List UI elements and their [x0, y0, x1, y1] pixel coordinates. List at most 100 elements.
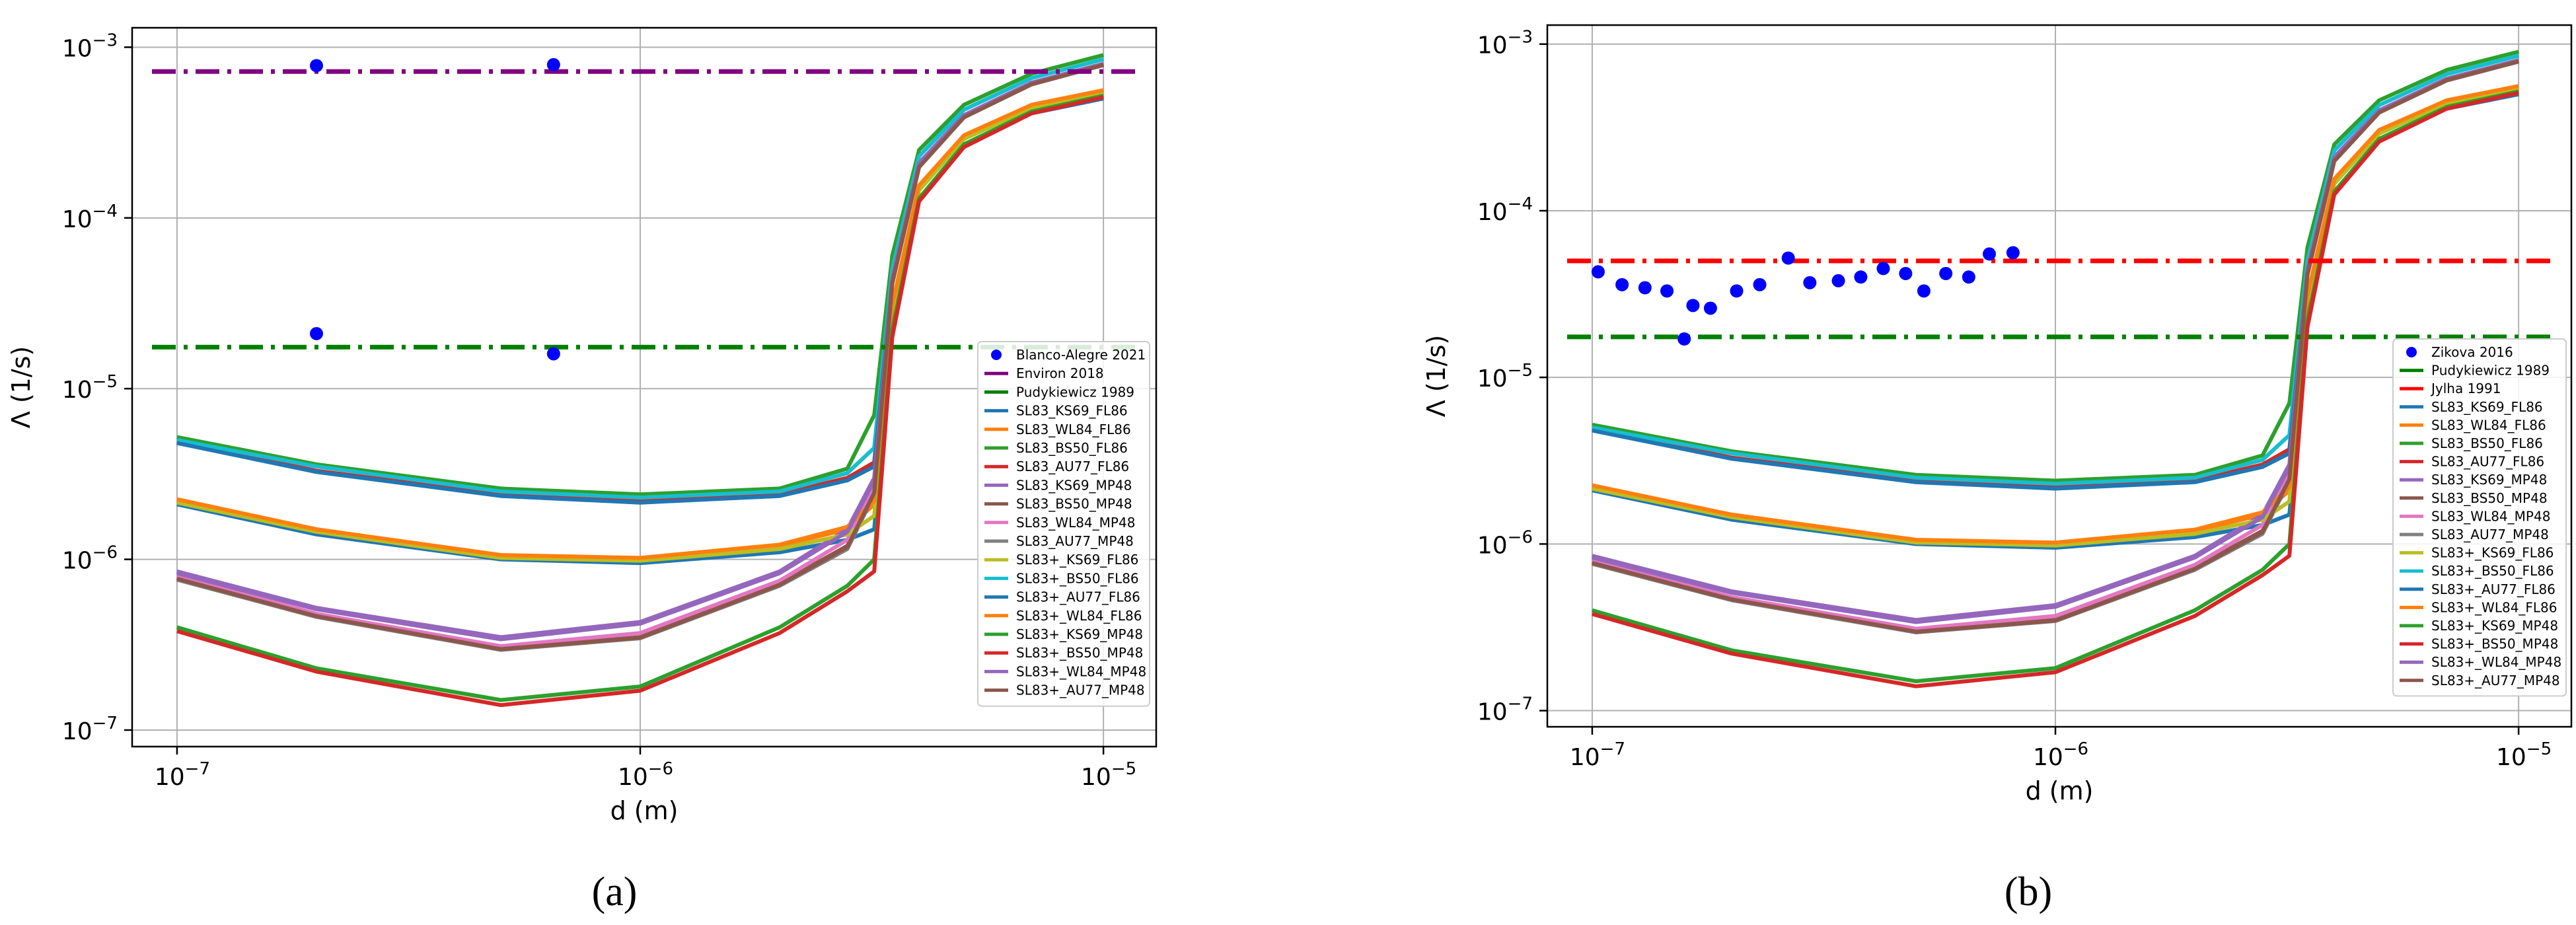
legend-entry-sl83-ks69-fl86: SL83_KS69_FL86	[1016, 403, 1128, 419]
legend-box	[977, 341, 1150, 707]
legend-entry-sl83-wl84-fl86: SL83+_WL84_FL86	[2431, 599, 2558, 615]
series-line-sl83-ks69-mp48	[1592, 89, 2519, 684]
data-point	[1686, 299, 1700, 313]
scatter-points	[309, 57, 560, 361]
legend-entry-sl83-ks69-fl86: SL83_KS69_FL86	[2431, 399, 2543, 415]
data-point	[546, 57, 560, 71]
legend-entry-sl83-wl84-fl86: SL83_WL84_FL86	[2431, 417, 2546, 433]
data-point	[1854, 270, 1868, 284]
data-point	[309, 59, 323, 73]
series-line-sl83-bs50-fl86	[176, 57, 1104, 500]
legend: Blanco-Alegre 2021 Environ 2018 Pudykiewic…	[977, 341, 1150, 707]
legend-entry-sl83-ks69-mp48: SL83_KS69_MP48	[1016, 477, 1132, 493]
data-point	[546, 347, 560, 361]
legend-entry-sl83-bs50-fl86: SL83_BS50_FL86	[1016, 440, 1128, 456]
legend-entry-sl83-au77-mp48: SL83+_AU77_MP48	[2431, 673, 2560, 688]
x-tick-label: 10−6	[2033, 739, 2088, 771]
y-tick-label: 10−6	[1477, 527, 1533, 559]
legend-entry-sl83-au77-fl86: SL83+_AU77_FL86	[1016, 589, 1140, 605]
series-lines	[152, 53, 1136, 708]
y-tick-label: 10−4	[62, 202, 118, 233]
legend-entry-sl83-wl84-fl86: SL83_WL84_FL86	[1016, 422, 1131, 437]
panel-label: (a)	[592, 870, 638, 914]
legend-entry-sl83-bs50-mp48: SL83_BS50_MP48	[1016, 496, 1132, 512]
legend-entry-sl83-bs50-mp48: SL83+_BS50_MP48	[2431, 636, 2558, 652]
legend-entry-sl83-bs50-mp48: SL83+_BS50_MP48	[1016, 645, 1143, 661]
chart-panel-a: 10−7 10−6 10−5 10−7 10−6 10−5 10−4 10−3 d (m) Λ (…	[7, 26, 1158, 914]
x-tick-label: 10−7	[1570, 739, 1625, 771]
series-lines	[1567, 50, 2552, 688]
series-line-sl83-ks69-fl86	[1592, 87, 2519, 548]
data-point	[1831, 274, 1845, 287]
y-tick-label: 10−5	[1477, 361, 1533, 392]
legend-marker	[991, 350, 1002, 360]
data-point	[1753, 278, 1767, 291]
series-line-sl83-au77-mp48	[1592, 59, 2519, 634]
legend-entry-sl83-wl84-mp48: SL83_WL84_MP48	[1016, 515, 1135, 531]
legend-entry-jylha-1991: Jylha 1991	[2430, 381, 2501, 396]
series-line-sl83-ks69-fl86	[176, 91, 1104, 563]
legend-entry-sl83-bs50-fl86: SL83+_BS50_FL86	[2431, 563, 2554, 579]
legend-entry-sl83-au77-mp48: SL83+_AU77_MP48	[1016, 683, 1145, 698]
legend-entry-sl83-au77-mp48: SL83_AU77_MP48	[1016, 533, 1134, 549]
legend-entry-pudykiewicz-1989: Pudykiewicz 1989	[2431, 363, 2550, 379]
data-point	[309, 326, 323, 340]
legend-entry-blanco-alegre-2021: Blanco-Alegre 2021	[1016, 347, 1146, 363]
data-point	[1803, 276, 1817, 289]
series-line-sl83-bs50-mp48	[176, 95, 1104, 708]
panel-label: (b)	[2005, 870, 2052, 914]
legend-entry-sl83-wl84-fl86: SL83+_WL84_FL86	[1016, 608, 1142, 624]
data-point	[2006, 246, 2020, 260]
series-line-sl83-bs50-mp48	[1592, 91, 2519, 688]
scatter-points	[1591, 246, 2020, 346]
legend-entry-sl83-au77-fl86: SL83_AU77_FL86	[1016, 459, 1129, 474]
series-line-sl83-bs50-fl86	[176, 53, 1104, 497]
y-tick-label: 10−7	[62, 714, 118, 745]
data-point	[1983, 247, 1997, 261]
data-point	[1939, 266, 1953, 280]
data-point	[1660, 284, 1674, 298]
axes-frame	[131, 26, 1158, 748]
legend-entry-sl83-wl84-mp48: SL83+_WL84_MP48	[2431, 654, 2561, 670]
data-point	[1899, 266, 1913, 280]
series-line-sl83-wl84-fl86	[176, 88, 1104, 560]
legend-entry-sl83-ks69-mp48: SL83_KS69_MP48	[2431, 472, 2547, 488]
legend-entry-sl83-ks69-mp48: SL83+_KS69_MP48	[2431, 618, 2558, 634]
x-tick-label: 10−7	[155, 759, 210, 791]
data-point	[1677, 332, 1691, 346]
x-tick-label: 10−6	[618, 759, 673, 791]
series-line-sl83-au77-mp48	[176, 63, 1104, 651]
legend-entry-zikova-2016: Zikova 2016	[2431, 344, 2513, 360]
data-point	[1730, 284, 1744, 298]
legend-entry-sl83-au77-fl86: SL83_AU77_FL86	[2431, 454, 2544, 470]
legend-entry-sl83-ks69-fl86: SL83+_KS69_FL86	[2431, 545, 2554, 561]
legend-marker	[2406, 347, 2417, 357]
legend-box	[2392, 338, 2567, 697]
data-point	[1962, 270, 1975, 284]
legend-entry-sl83-wl84-mp48: SL83+_WL84_MP48	[1016, 663, 1146, 679]
chart-panel-b: 10−7 10−6 10−5 10−7 10−6 10−5 10−4 10−3 d (m) Λ (…	[1422, 24, 2573, 914]
legend-entry-sl83-bs50-mp48: SL83_BS50_MP48	[2431, 490, 2548, 506]
x-tick-label: 10−5	[2496, 739, 2552, 771]
data-point	[1876, 262, 1890, 276]
series-line-sl83-ks69-mp48	[176, 93, 1104, 702]
data-point	[1615, 278, 1629, 291]
data-point	[1917, 284, 1931, 298]
x-axis-label: d (m)	[2026, 776, 2094, 805]
legend-entry-pudykiewicz-1989: Pudykiewicz 1989	[1016, 384, 1134, 400]
legend: Zikova 2016 Pudykiewicz 1989 Jylha 1991 SL8…	[2392, 338, 2567, 697]
y-tick-label: 10−5	[62, 372, 118, 404]
legend-entry-sl83-bs50-fl86: SL83+_BS50_FL86	[1016, 570, 1139, 586]
legend-entry-sl83-au77-fl86: SL83+_AU77_FL86	[2431, 581, 2556, 597]
legend-entry-sl83-wl84-mp48: SL83_WL84_MP48	[2431, 508, 2550, 524]
x-tick-label: 10−5	[1081, 759, 1136, 791]
legend-entry-sl83-ks69-mp48: SL83+_KS69_MP48	[1016, 626, 1143, 642]
tick-labels: 10−7 10−6 10−5 10−7 10−6 10−5 10−4 10−3	[62, 30, 1136, 791]
x-axis-label: d (m)	[610, 796, 679, 825]
series-line-sl83-bs50-fl86	[1592, 50, 2519, 483]
data-point	[1781, 251, 1795, 265]
legend-entry-sl83-au77-mp48: SL83_AU77_MP48	[2431, 527, 2549, 542]
tick-labels: 10−7 10−6 10−5 10−7 10−6 10−5 10−4 10−3	[1477, 28, 2552, 771]
y-tick-label: 10−6	[62, 543, 118, 575]
